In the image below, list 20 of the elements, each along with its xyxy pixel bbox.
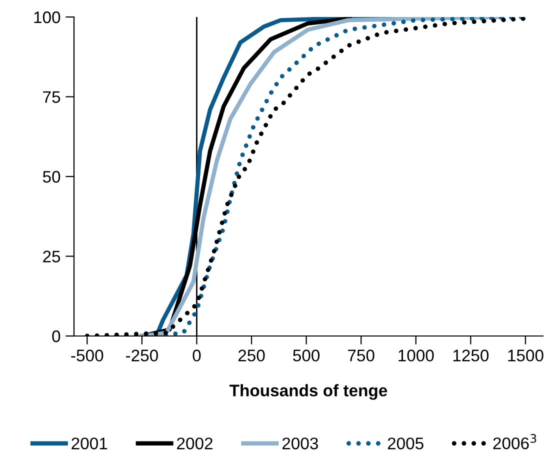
y-tick-label: 0 [52,330,60,342]
legend-label: 2001 [72,438,108,450]
x-tick-label: 1250 [453,350,489,362]
x-tick-label: 250 [238,350,265,362]
x-tick-label: -250 [126,350,158,362]
legend-label: 2006$^{3}$ [493,434,536,450]
legend-label: 2005 [388,438,424,450]
y-tick-label: 25 [43,250,60,262]
y-tick-label: 100 [34,11,60,24]
y-tick-label: 50 [42,170,60,183]
legend-label: 2002 [177,438,212,450]
x-tick-label: 0 [192,350,201,362]
x-tick-label: 1500 [508,350,544,362]
x-tick-label: 500 [293,350,320,362]
legend-label: 2003 [282,438,318,450]
x-axis-title: Thousands of tenge [230,384,388,400]
x-tick-label: 750 [348,350,374,362]
x-tick-label: 1000 [398,350,434,362]
x-tick-label: -500 [71,350,104,362]
y-tick-label: 75 [43,91,60,103]
